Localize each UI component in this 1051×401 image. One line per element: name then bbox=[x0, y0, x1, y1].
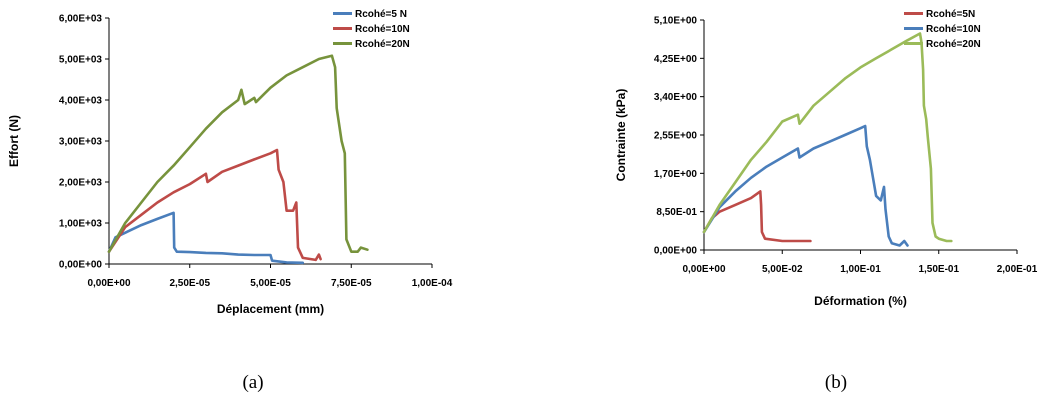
y-tick-label: 2,00E+03 bbox=[59, 178, 103, 189]
x-tick-label: 2,00E-01 bbox=[997, 264, 1038, 275]
legend-label: Rcohé=10N bbox=[355, 24, 410, 35]
y-tick-label: 8,50E-01 bbox=[656, 207, 697, 218]
figure-caption: (a) bbox=[242, 372, 263, 393]
legend-label: Rcohé=5 N bbox=[355, 9, 407, 20]
x-tick-label: 0,00E+00 bbox=[682, 264, 726, 275]
y-tick-label: 0,00E+00 bbox=[654, 246, 698, 257]
x-tick-label: 0,00E+00 bbox=[87, 278, 131, 289]
legend-label: Rcohé=10N bbox=[926, 24, 981, 35]
series-line bbox=[107, 54, 369, 253]
x-tick-label: 2,50E-05 bbox=[169, 278, 210, 289]
x-tick-label: 1,50E-01 bbox=[918, 264, 959, 275]
series-line bbox=[702, 190, 812, 243]
x-axis-label: Déformation (%) bbox=[814, 294, 907, 308]
series-line bbox=[702, 32, 953, 243]
x-tick-label: 1,00E-04 bbox=[412, 278, 453, 289]
x-tick-label: 5,00E-02 bbox=[762, 264, 803, 275]
y-tick-label: 4,25E+00 bbox=[654, 54, 698, 65]
figure-caption: (b) bbox=[825, 372, 847, 393]
y-tick-label: 3,40E+00 bbox=[654, 92, 698, 103]
y-tick-label: 5,00E+03 bbox=[59, 55, 103, 66]
y-axis-label: Effort (N) bbox=[7, 115, 21, 167]
chart-a: 0,00E+00 1,00E+03 2,00E+03 3,00E+03 4,00E+03… bbox=[7, 9, 453, 393]
x-axis-label: Déplacement (mm) bbox=[217, 302, 324, 316]
legend-label: Rcohé=5N bbox=[926, 9, 975, 20]
series-line bbox=[107, 211, 305, 265]
legend-label: Rcohé=20N bbox=[355, 39, 410, 50]
legend-label: Rcohé=20N bbox=[926, 39, 981, 50]
x-tick-label: 1,00E-01 bbox=[840, 264, 881, 275]
y-tick-label: 0,00E+00 bbox=[59, 260, 103, 271]
y-axis-label: Contrainte (kPa) bbox=[614, 89, 628, 182]
x-tick-label: 5,00E-05 bbox=[250, 278, 291, 289]
x-tick-label: 7,50E-05 bbox=[331, 278, 372, 289]
chart-b: 0,00E+00 8,50E-01 1,70E+00 2,55E+00 3,40E+00… bbox=[614, 9, 1038, 393]
y-tick-label: 1,00E+03 bbox=[59, 219, 103, 230]
y-tick-label: 1,70E+00 bbox=[654, 169, 698, 180]
y-tick-label: 5,10E+00 bbox=[654, 16, 698, 27]
y-tick-label: 4,00E+03 bbox=[59, 96, 103, 107]
series-line bbox=[702, 124, 909, 247]
y-tick-label: 3,00E+03 bbox=[59, 137, 103, 148]
y-tick-label: 6,00E+03 bbox=[59, 14, 103, 25]
series-line bbox=[107, 148, 322, 262]
y-tick-label: 2,55E+00 bbox=[654, 131, 698, 142]
